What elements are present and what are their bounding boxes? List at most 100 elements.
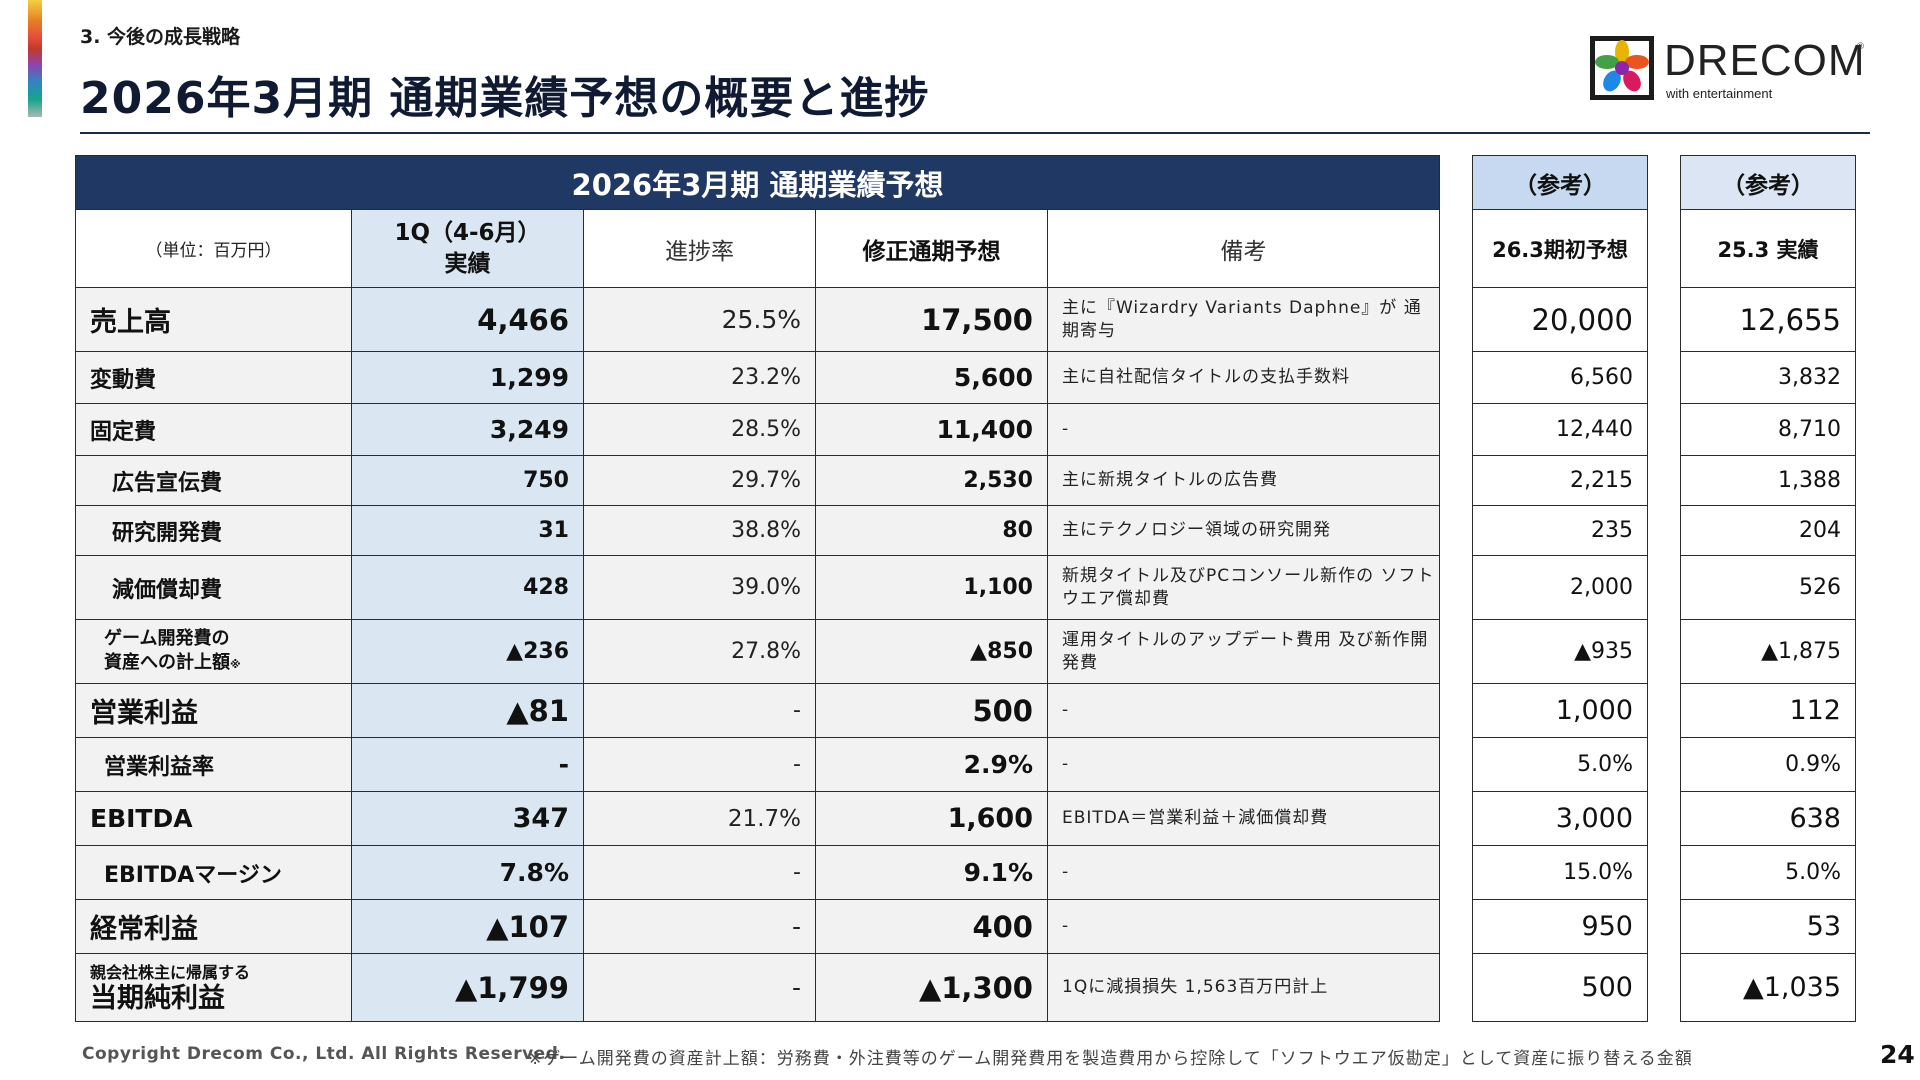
ref2-value: 8,710	[1680, 403, 1856, 456]
ref2-value: 1,388	[1680, 455, 1856, 506]
q1-value: 750	[351, 455, 584, 506]
ref1-col-header: 26.3期初予想	[1472, 209, 1648, 288]
progress-value: 25.5%	[583, 287, 816, 352]
q1-value: 31	[351, 505, 584, 556]
ref1-header: （参考）	[1472, 155, 1648, 210]
progress-value: 27.8%	[583, 619, 816, 684]
ref1-value: 235	[1472, 505, 1648, 556]
ref1-value: 1,000	[1472, 683, 1648, 738]
q1-value: 1,299	[351, 351, 584, 404]
ref2-value: 53	[1680, 899, 1856, 954]
progress-value: 23.2%	[583, 351, 816, 404]
row-label: EBITDA	[75, 791, 352, 846]
table-row: 減価償却費 428 39.0% 1,100 新規タイトル及びPCコンソール新作の…	[75, 555, 1441, 620]
note-text: 主に新規タイトルの広告費	[1046, 455, 1441, 506]
ref1-value: 500	[1472, 953, 1648, 1022]
drecom-logo: DRECOM ® with entertainment	[1590, 36, 1870, 102]
note-text: -	[1046, 683, 1441, 738]
table-row: 研究開発費 31 38.8% 80 主にテクノロジー領域の研究開発	[75, 505, 1441, 556]
ref2-value: ▲1,035	[1680, 953, 1856, 1022]
forecast-value: 1,600	[815, 791, 1048, 846]
row-label-capitalized-dev-cost: ゲーム開発費の 資産への計上額※	[75, 619, 352, 684]
q1-value: 428	[351, 555, 584, 620]
forecast-value: 2,530	[815, 455, 1048, 506]
ref2-value: 204	[1680, 505, 1856, 556]
ref2-value: 3,832	[1680, 351, 1856, 404]
ref1-value: 2,000	[1472, 555, 1648, 620]
q1-value: ▲81	[351, 683, 584, 738]
unit-label: （単位：百万円）	[75, 209, 352, 288]
row-label-net-income: 親会社株主に帰属する 当期純利益	[75, 953, 352, 1022]
note-text: -	[1046, 737, 1441, 792]
q1-value: 4,466	[351, 287, 584, 352]
ref2-header: （参考）	[1680, 155, 1856, 210]
table-row: 経常利益 ▲107 - 400 -	[75, 899, 1441, 954]
forecast-value: 17,500	[815, 287, 1048, 352]
progress-value: 38.8%	[583, 505, 816, 556]
note-text: 主にテクノロジー領域の研究開発	[1046, 505, 1441, 556]
reference-table-actual: （参考） 25.3 実績 12,655 3,832 8,710 1,388 20…	[1680, 155, 1856, 1022]
page-number: 24	[1880, 1040, 1915, 1069]
ref2-value: ▲1,875	[1680, 619, 1856, 684]
ref1-value: 950	[1472, 899, 1648, 954]
ref2-value: 638	[1680, 791, 1856, 846]
row-label: 売上高	[75, 287, 352, 352]
reference-table-initial-forecast: （参考） 26.3期初予想 20,000 6,560 12,440 2,215 …	[1472, 155, 1648, 1022]
row-label: EBITDAマージン	[75, 845, 352, 900]
row-label-small: 親会社株主に帰属する	[90, 962, 251, 982]
logo-wordmark: DRECOM	[1664, 36, 1866, 85]
q1-value: ▲1,799	[351, 953, 584, 1022]
copyright: Copyright Drecom Co., Ltd. All Rights Re…	[82, 1044, 566, 1064]
logo-tagline: with entertainment	[1666, 86, 1773, 101]
footnote-mark: ※	[230, 657, 241, 671]
progress-value: -	[583, 737, 816, 792]
row-label: 経常利益	[75, 899, 352, 954]
ref2-value: 112	[1680, 683, 1856, 738]
ref1-value: 20,000	[1472, 287, 1648, 352]
table-row: 営業利益率 - - 2.9% -	[75, 737, 1441, 792]
progress-value: 39.0%	[583, 555, 816, 620]
forecast-value: 5,600	[815, 351, 1048, 404]
note-text: 運用タイトルのアップデート費用 及び新作開発費	[1046, 619, 1441, 684]
ref2-value: 5.0%	[1680, 845, 1856, 900]
row-label-main: 当期純利益	[90, 982, 225, 1014]
table-row: 固定費 3,249 28.5% 11,400 -	[75, 403, 1441, 456]
ref2-value: 12,655	[1680, 287, 1856, 352]
table-row: 営業利益 ▲81 - 500 -	[75, 683, 1441, 738]
q1-value: 7.8%	[351, 845, 584, 900]
forecast-value: ▲1,300	[815, 953, 1048, 1022]
ref2-value: 526	[1680, 555, 1856, 620]
ref1-value: 12,440	[1472, 403, 1648, 456]
row-label: 営業利益	[75, 683, 352, 738]
q1-value: ▲236	[351, 619, 584, 684]
forecast-value: 400	[815, 899, 1048, 954]
note-text: 主に自社配信タイトルの支払手数料	[1046, 351, 1441, 404]
col-header-q1: 1Q（4-6月） 実績	[351, 209, 584, 288]
row-label-line2: 資産への計上額	[104, 651, 230, 673]
forecast-value: 1,100	[815, 555, 1048, 620]
note-text: 1Qに減損損失 1,563百万円計上	[1046, 953, 1441, 1022]
progress-value: -	[583, 683, 816, 738]
ref1-value: 6,560	[1472, 351, 1648, 404]
progress-value: 29.7%	[583, 455, 816, 506]
ref2-value: 0.9%	[1680, 737, 1856, 792]
progress-value: -	[583, 953, 816, 1022]
row-label: 固定費	[75, 403, 352, 456]
note-text: -	[1046, 899, 1441, 954]
page-title: 2026年3月期 通期業績予想の概要と進捗	[80, 73, 930, 124]
table-row: EBITDA 347 21.7% 1,600 EBITDA＝営業利益＋減価償却費	[75, 791, 1441, 846]
note-text: 主に『Wizardry Variants Daphne』が 通期寄与	[1046, 287, 1441, 352]
q1-value: -	[351, 737, 584, 792]
table-title: 2026年3月期 通期業績予想	[74, 155, 1441, 210]
forecast-value: 2.9%	[815, 737, 1048, 792]
forecast-value: 9.1%	[815, 845, 1048, 900]
table-row: EBITDAマージン 7.8% - 9.1% -	[75, 845, 1441, 900]
header-rule	[80, 132, 1870, 134]
table-row: 売上高 4,466 25.5% 17,500 主に『Wizardry Varia…	[75, 287, 1441, 352]
forecast-value: 11,400	[815, 403, 1048, 456]
ref2-col-header: 25.3 実績	[1680, 209, 1856, 288]
progress-value: 28.5%	[583, 403, 816, 456]
q1-value: 347	[351, 791, 584, 846]
table-row: 変動費 1,299 23.2% 5,600 主に自社配信タイトルの支払手数料	[75, 351, 1441, 404]
note-text: EBITDA＝営業利益＋減価償却費	[1046, 791, 1441, 846]
